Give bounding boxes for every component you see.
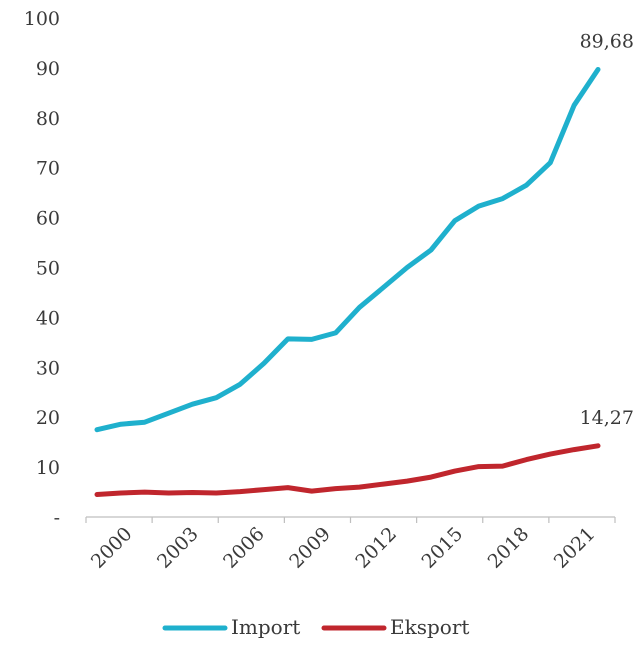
y-tick-label: 90: [36, 58, 60, 80]
data-label: 14,27: [580, 407, 634, 429]
y-tick-label: 70: [36, 158, 60, 180]
y-tick-label: -: [54, 507, 60, 529]
x-tick-label: 2003: [153, 523, 203, 573]
legend: Import Eksport: [162, 615, 469, 639]
y-tick-label: 40: [36, 307, 60, 329]
y-tick-label: 20: [36, 407, 60, 429]
x-tick-label: 2012: [351, 523, 401, 573]
x-axis-ticks: 2000 2003 2006 2009 2012 2015 2018 2021: [85, 517, 616, 573]
data-labels: 89,68 14,27: [580, 30, 634, 428]
legend-label: Eksport: [390, 615, 469, 639]
series-line-eksport: [94, 443, 601, 497]
legend-label: Import: [231, 615, 300, 639]
x-tick-label: 2018: [484, 523, 534, 573]
x-tick-label: 2009: [285, 523, 335, 573]
y-tick-label: 30: [36, 357, 60, 379]
data-label: 89,68: [580, 30, 634, 52]
x-tick-label: 2006: [219, 523, 269, 573]
series-lines: [94, 67, 601, 497]
y-tick-label: 80: [36, 108, 60, 130]
y-tick-label: 100: [24, 8, 60, 30]
x-tick-label: 2000: [87, 523, 137, 573]
series-line-import: [94, 67, 601, 433]
x-tick-label: 2021: [550, 523, 600, 573]
y-tick-label: 10: [36, 457, 60, 479]
y-tick-label: 60: [36, 208, 60, 230]
x-tick-label: 2015: [417, 523, 467, 573]
y-tick-label: 50: [36, 258, 60, 280]
y-axis-ticks: - 10 20 30 40 50 60 70 80 90 100: [24, 8, 60, 529]
